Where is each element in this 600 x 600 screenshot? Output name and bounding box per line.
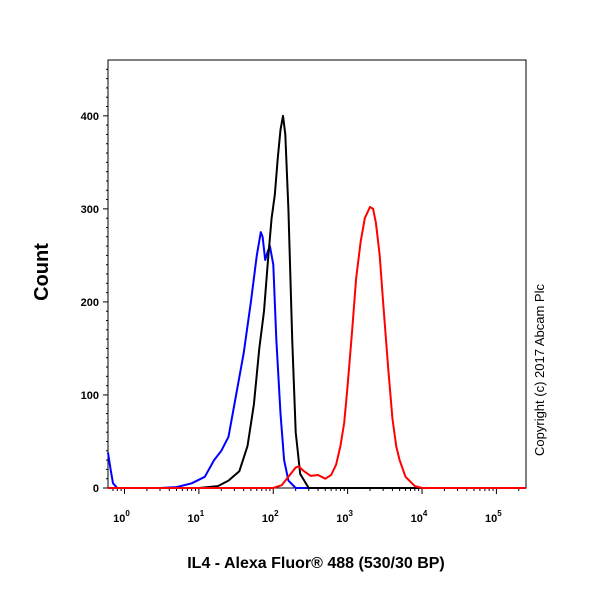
x-tick-label: 105: [485, 509, 502, 525]
y-tick-label: 400: [81, 111, 99, 123]
y-tick-label: 100: [81, 390, 99, 402]
y-tick-label: 0: [93, 483, 99, 495]
x-axis-ticks: 100 101 102 103 104 105: [112, 488, 520, 525]
x-tick-label: 100: [113, 509, 130, 525]
y-axis-ticks: 0 100 200 300 400: [81, 68, 108, 495]
y-tick-label: 300: [81, 204, 99, 216]
y-tick-label: 200: [81, 297, 99, 309]
x-axis-title: IL4 - Alexa Fluor® 488 (530/30 BP): [187, 555, 445, 572]
x-tick-label: 102: [262, 509, 279, 525]
y-axis-title: Count: [31, 243, 53, 301]
series-layer: [107, 114, 526, 489]
series-line-1: [107, 231, 526, 489]
series-line-2: [108, 114, 526, 489]
x-tick-label: 101: [188, 509, 205, 525]
series-line-3: [108, 206, 526, 489]
copyright-watermark: Copyright (c) 2017 Abcam Plc: [532, 284, 547, 456]
x-tick-label: 103: [336, 509, 353, 525]
plot-frame: [107, 59, 527, 489]
x-tick-label: 104: [411, 509, 428, 525]
